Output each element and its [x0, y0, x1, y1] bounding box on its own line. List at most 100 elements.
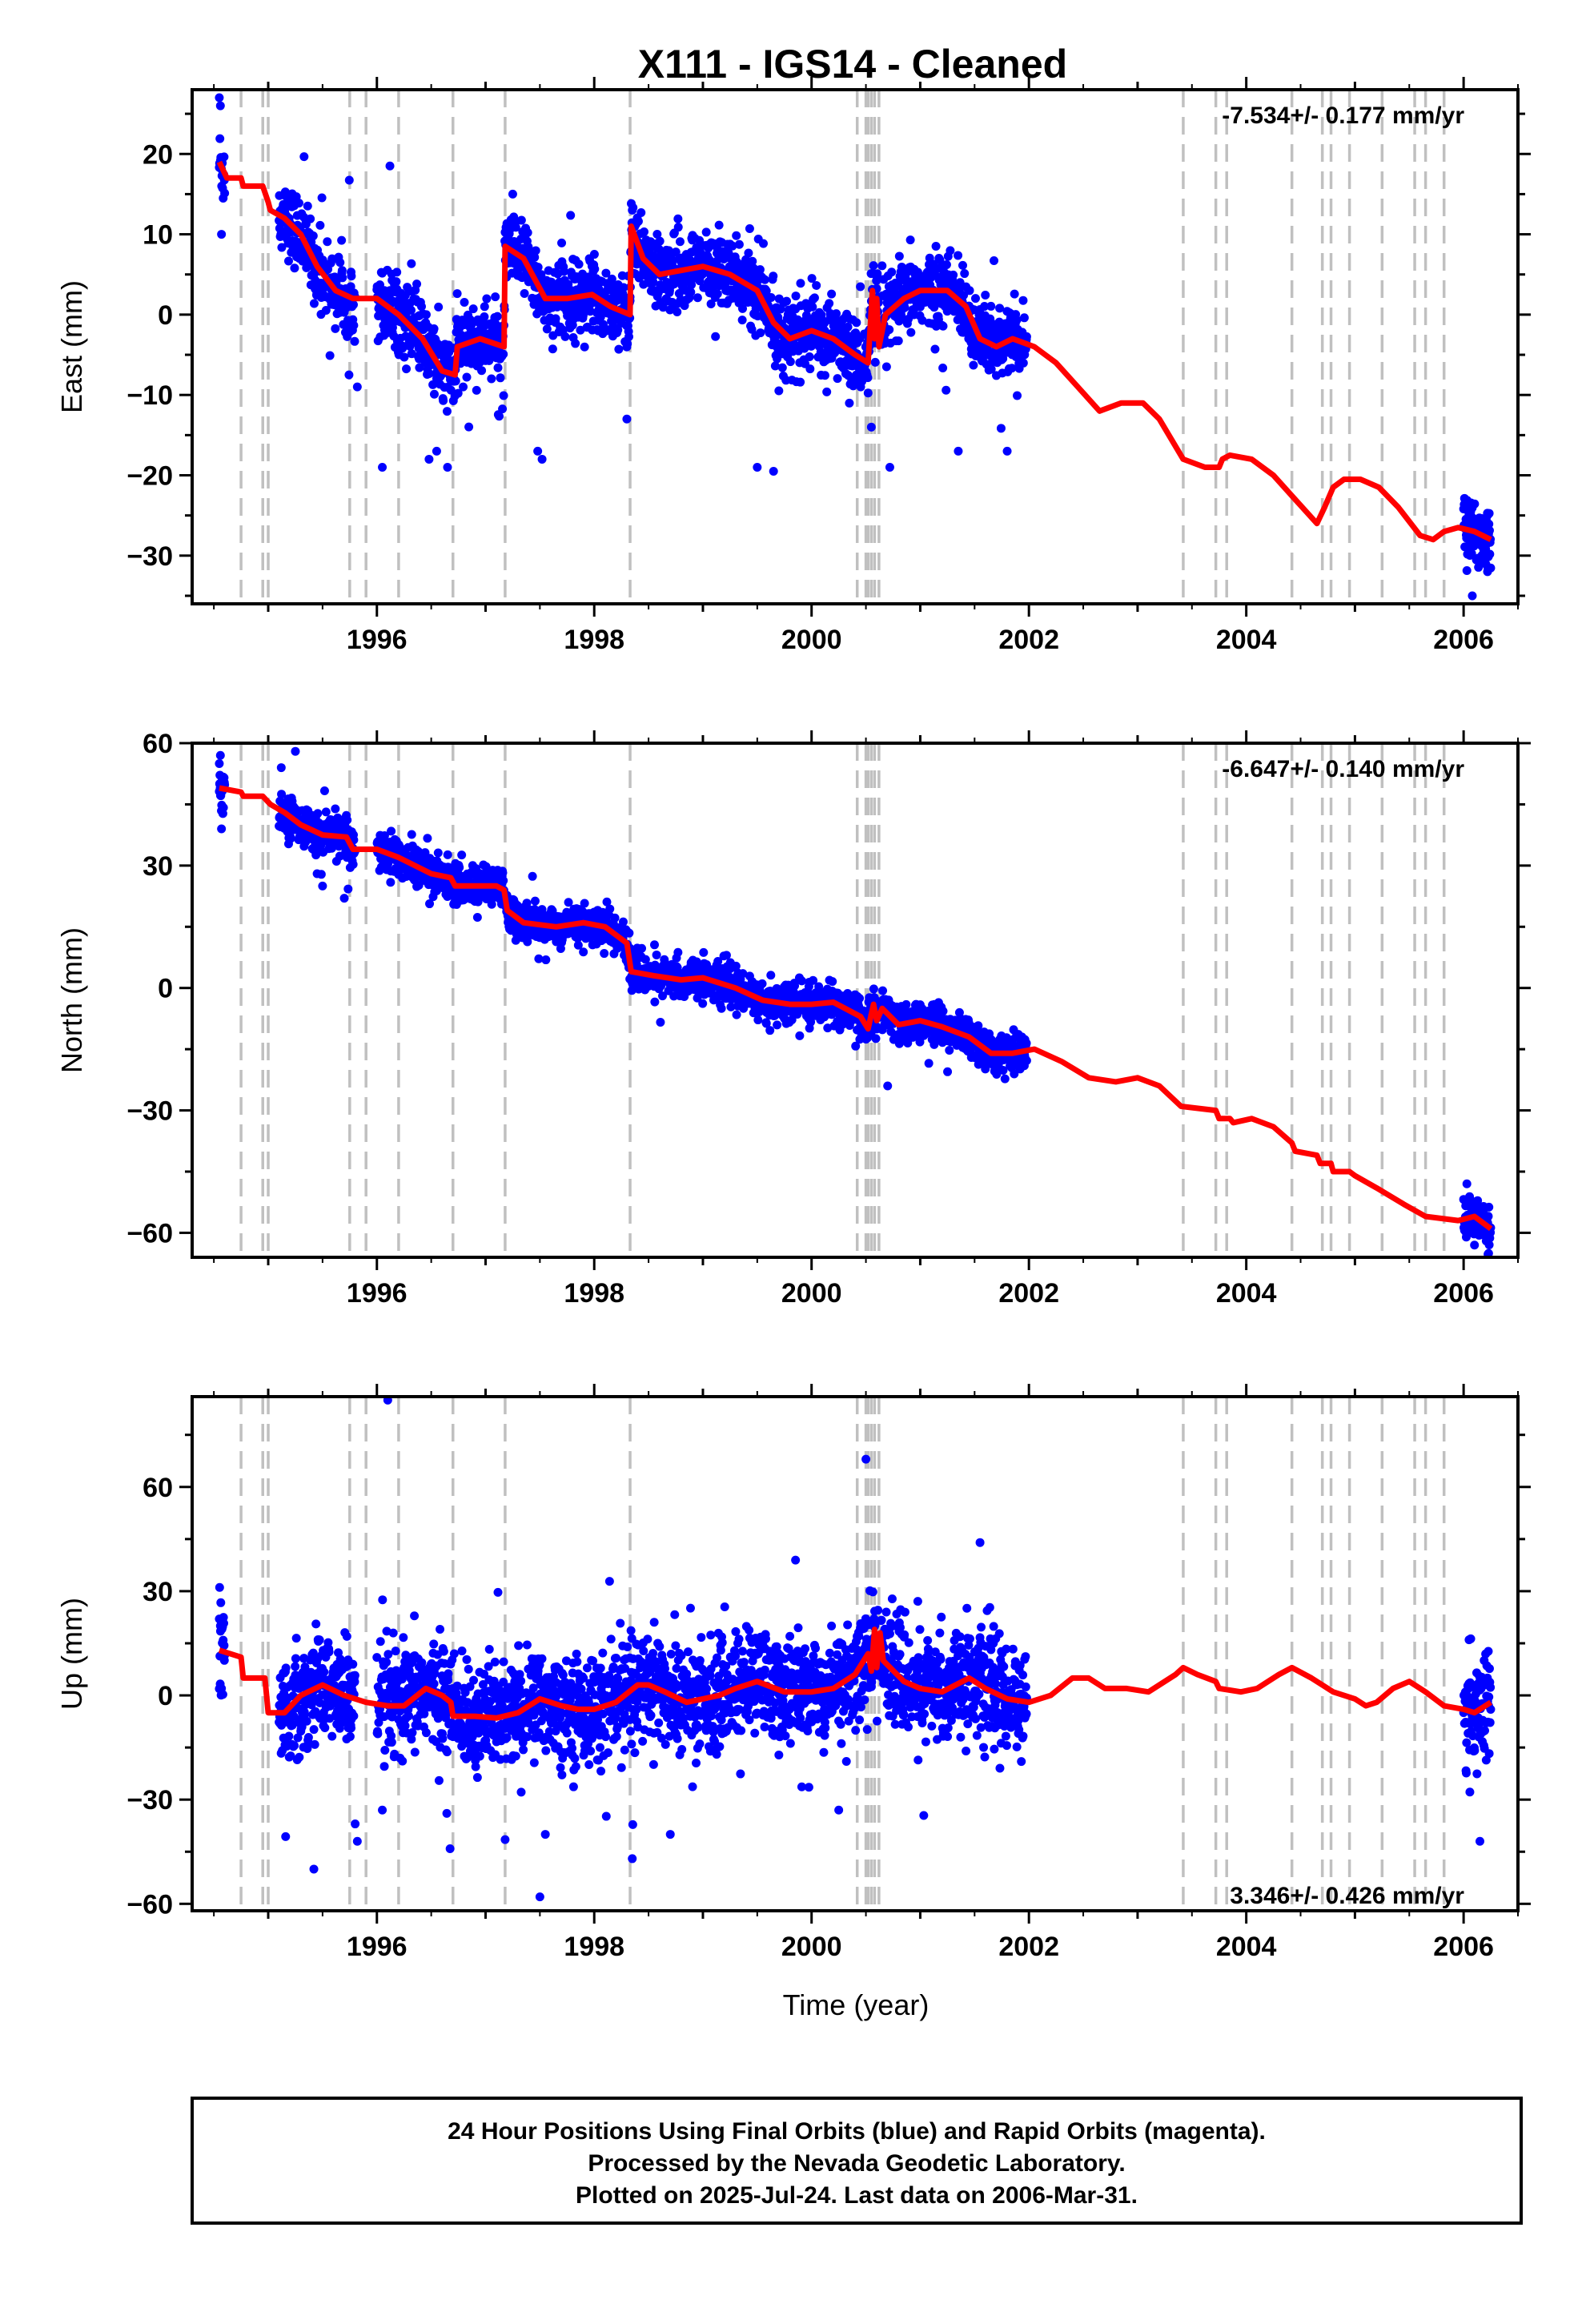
east-outlier-point	[1483, 567, 1492, 577]
east-point	[809, 293, 819, 303]
north-point	[499, 876, 508, 886]
east-point	[337, 266, 347, 275]
north-point	[814, 982, 824, 991]
east-point	[493, 363, 503, 372]
east-point	[589, 250, 599, 259]
north-point	[219, 803, 228, 813]
north-point	[610, 913, 620, 923]
east-point	[805, 352, 814, 362]
east-point	[673, 223, 683, 232]
east-point	[673, 214, 683, 223]
chart-title: X111 - IGS14 - Cleaned	[638, 42, 1067, 86]
north-point	[699, 947, 709, 957]
east-point	[769, 271, 778, 281]
north-point	[637, 943, 647, 953]
east-point	[220, 188, 230, 198]
east-outlier-point	[378, 462, 387, 472]
east-axes-frame	[191, 88, 1520, 605]
north-point	[945, 1046, 954, 1055]
east-point	[832, 309, 841, 319]
east-point	[675, 237, 685, 247]
east-point	[812, 280, 821, 290]
east-point	[759, 239, 769, 248]
east-point	[416, 302, 426, 312]
east-point	[946, 246, 955, 255]
east-point	[981, 291, 990, 300]
east-point	[1485, 549, 1495, 559]
east-point	[760, 275, 769, 284]
east-point	[701, 227, 711, 237]
east-point	[1484, 525, 1494, 535]
north-point	[313, 809, 323, 818]
east-outlier-point	[217, 230, 227, 239]
east-outlier-point	[508, 189, 517, 199]
east-point	[960, 269, 970, 279]
east-point	[520, 288, 529, 298]
east-point	[869, 261, 878, 271]
east-point	[335, 258, 345, 267]
east-point	[990, 255, 999, 265]
east-point	[596, 312, 605, 322]
east-point	[491, 292, 500, 302]
east-point	[885, 325, 894, 335]
east-point	[344, 370, 354, 380]
east-point	[499, 349, 508, 359]
east-x-tick-label: 1998	[564, 625, 624, 655]
east-point	[845, 398, 854, 408]
north-point	[579, 947, 588, 957]
east-point	[1007, 364, 1017, 373]
east-point	[531, 246, 540, 255]
north-point	[738, 969, 748, 979]
east-point	[881, 362, 891, 372]
east-point	[402, 364, 412, 374]
east-point	[639, 227, 648, 237]
east-point	[648, 277, 658, 287]
east-point	[633, 216, 643, 226]
east-point	[468, 304, 478, 314]
east-point	[215, 134, 225, 143]
east-point	[494, 412, 504, 421]
east-point	[460, 297, 469, 307]
east-x-tick-label: 2006	[1433, 625, 1494, 655]
east-point	[863, 388, 873, 398]
east-point	[498, 404, 508, 414]
north-point	[797, 976, 806, 986]
north-point	[828, 977, 837, 987]
east-point	[774, 386, 784, 396]
east-point	[996, 424, 1006, 433]
east-point	[796, 377, 805, 387]
north-point	[343, 815, 352, 825]
east-outlier-point	[352, 382, 362, 392]
east-point	[1018, 358, 1028, 368]
east-x-tick-label: 2002	[998, 625, 1059, 655]
east-outlier-point	[1468, 591, 1477, 601]
east-point	[499, 391, 508, 400]
east-point	[566, 211, 576, 220]
east-point	[748, 256, 757, 266]
east-point	[942, 385, 951, 395]
east-point	[652, 229, 662, 239]
east-point	[580, 342, 589, 352]
east-point	[1019, 313, 1029, 323]
east-point	[893, 336, 903, 346]
north-point	[656, 1018, 665, 1027]
east-point	[877, 261, 887, 271]
east-point	[424, 369, 434, 379]
north-point	[938, 1007, 948, 1016]
north-point	[487, 899, 496, 909]
east-point	[459, 382, 468, 392]
east-point	[905, 235, 915, 245]
east-point	[693, 293, 702, 303]
north-point	[809, 975, 818, 985]
east-point	[1470, 499, 1480, 509]
east-point	[590, 264, 600, 274]
east-y-tick-label: 10	[143, 220, 173, 251]
east-point	[671, 247, 681, 257]
east-point	[564, 279, 573, 289]
east-point	[477, 366, 487, 376]
east-point	[321, 305, 331, 315]
east-point	[551, 314, 560, 324]
east-point	[585, 307, 595, 316]
east-point	[777, 363, 787, 372]
